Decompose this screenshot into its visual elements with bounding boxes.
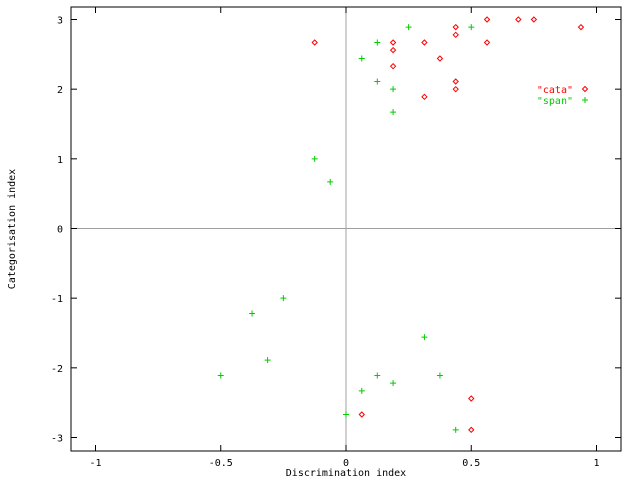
axis-ticks: -1 -0.5 0 0.5 1 -3 -2 -1 0 1 2 3 [51, 7, 621, 469]
span-point [390, 109, 397, 116]
cata-point [358, 411, 365, 418]
cata-point [483, 16, 491, 23]
cata-point [483, 39, 491, 46]
cata-point [452, 78, 459, 85]
cata-point [452, 85, 459, 93]
span-point [374, 78, 381, 85]
span-point [421, 334, 428, 341]
x-tick-label: -0.5 [209, 458, 233, 469]
y-tick-label: -3 [51, 434, 63, 445]
span-point [280, 295, 287, 302]
span-point [390, 380, 397, 387]
cata-point [515, 16, 522, 23]
span-point [264, 357, 271, 364]
y-tick-label: 3 [57, 16, 63, 27]
legend-label: "cata" [537, 85, 573, 96]
cata-point [311, 39, 318, 46]
span-point [374, 372, 381, 379]
cata-point [389, 62, 397, 70]
span-point [327, 178, 334, 185]
y-tick-label: 0 [57, 225, 63, 236]
cata-point [530, 16, 538, 23]
y-tick-label: 1 [57, 155, 63, 166]
x-tick-label: 1 [593, 458, 599, 469]
legend-label: "span" [537, 96, 573, 107]
x-tick-label: 0 [343, 458, 349, 469]
y-tick-label: -2 [51, 364, 63, 375]
x-axis-label: Discrimination index [286, 468, 406, 479]
span-point [390, 86, 397, 93]
legend-marker [582, 97, 588, 103]
span-point [452, 426, 459, 433]
series-diamond [311, 16, 585, 434]
cata-point [468, 395, 475, 402]
cata-point [389, 46, 397, 54]
span-point [217, 372, 224, 379]
cata-point [436, 55, 444, 62]
cata-point [389, 39, 397, 46]
span-point [436, 372, 443, 379]
span-point [358, 55, 365, 62]
y-tick-label: 2 [57, 85, 63, 96]
span-point [374, 39, 381, 46]
cata-point [468, 426, 475, 434]
span-point [311, 155, 318, 162]
zero-lines [71, 7, 621, 451]
y-tick-label: -1 [51, 294, 63, 305]
span-point [468, 24, 475, 31]
span-point [249, 310, 256, 317]
cata-point [577, 23, 585, 31]
legend: "cata""span" [537, 85, 589, 107]
x-tick-label: 0.5 [462, 458, 480, 469]
cata-point [421, 39, 428, 46]
cata-point [452, 31, 459, 39]
cata-point [421, 93, 428, 101]
legend-marker [581, 85, 589, 93]
cata-point [452, 23, 459, 31]
data-points [217, 16, 585, 434]
span-point [343, 411, 349, 418]
x-tick-label: -1 [89, 458, 101, 469]
y-axis-label: Categorisation index [7, 169, 18, 289]
span-point [358, 387, 365, 394]
series-plus [217, 24, 475, 433]
span-point [405, 24, 412, 31]
